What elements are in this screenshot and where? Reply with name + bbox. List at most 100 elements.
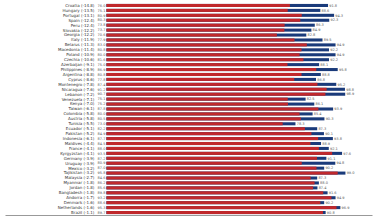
bar xyxy=(106,107,333,110)
bar xyxy=(106,127,304,130)
bar xyxy=(106,34,306,37)
bar xyxy=(106,127,317,130)
value-label: 82.5 xyxy=(307,97,315,101)
value-label: 91.2 xyxy=(98,88,106,92)
bar xyxy=(106,93,325,96)
value-label: 77.8 xyxy=(98,78,106,82)
bar xyxy=(106,201,324,204)
value-label: 87.4 xyxy=(319,186,328,190)
value-label: 88.8 xyxy=(322,73,330,77)
value-label: 89.5 xyxy=(324,38,332,42)
value-label: 82.8 xyxy=(308,33,316,37)
value-label: 89.7 xyxy=(98,211,106,215)
bar xyxy=(106,58,303,61)
bar xyxy=(106,29,284,32)
bar xyxy=(106,24,314,27)
value-label: 91.6 xyxy=(329,191,337,195)
value-label: 80.5 xyxy=(98,117,106,121)
bars xyxy=(106,4,345,214)
x-axis-line xyxy=(6,215,373,216)
value-label: 88.0 xyxy=(98,147,106,151)
bar xyxy=(106,132,324,135)
bar xyxy=(106,68,337,71)
value-label: 93.9 xyxy=(334,107,342,111)
bar xyxy=(106,103,314,106)
bar xyxy=(106,83,336,86)
bar xyxy=(106,206,340,209)
value-label: 94.8 xyxy=(337,161,345,165)
bar xyxy=(106,167,324,170)
value-label: 73.8 xyxy=(98,23,106,27)
value-label: 91.8 xyxy=(329,4,337,8)
bar xyxy=(106,132,311,135)
bar xyxy=(106,83,317,86)
value-label: 88.0 xyxy=(320,181,328,185)
bar xyxy=(106,103,288,106)
value-label: 80.9 xyxy=(98,14,106,18)
value-label: 95.8 xyxy=(339,68,347,72)
bar xyxy=(106,98,287,101)
bar xyxy=(106,19,300,22)
value-label: 88.6 xyxy=(98,201,106,205)
bar xyxy=(106,117,324,120)
chart: 91.888.694.392.386.384.982.889.594.992.2… xyxy=(0,0,380,220)
value-label: 93.2 xyxy=(98,196,106,200)
value-label: 90.7 xyxy=(98,92,106,96)
value-label: 94.9 xyxy=(337,196,345,200)
value-label: 90.3 xyxy=(326,117,334,121)
bar xyxy=(106,122,282,125)
value-label: 88.6 xyxy=(322,9,330,13)
bar xyxy=(106,93,345,96)
value-label: 80.8 xyxy=(98,73,106,77)
series-1 xyxy=(106,4,337,214)
value-label: 98.9 xyxy=(346,92,354,96)
bar xyxy=(106,142,321,145)
bar xyxy=(106,162,301,165)
value-label: 73.7 xyxy=(98,28,106,32)
value-label: 87.8 xyxy=(98,107,106,111)
bar xyxy=(106,73,301,76)
value-label: 86.2 xyxy=(98,181,106,185)
bar xyxy=(106,191,327,194)
bar xyxy=(106,211,325,214)
value-label: 80.0 xyxy=(98,53,106,57)
bar xyxy=(106,4,290,7)
bar xyxy=(106,172,337,175)
value-label: 95.3 xyxy=(98,206,106,210)
value-label: 92.1 xyxy=(330,147,338,151)
bar xyxy=(106,19,329,22)
value-label: 99.0 xyxy=(347,171,355,175)
bar xyxy=(106,78,294,81)
bar xyxy=(106,112,299,115)
value-label: 93.8 xyxy=(334,137,342,141)
bar xyxy=(106,43,335,46)
bar xyxy=(106,186,317,189)
labels: 91.888.694.392.386.384.982.889.594.992.2… xyxy=(58,3,355,215)
value-label: 90.2 xyxy=(325,166,333,170)
value-label: 86.9 xyxy=(98,68,106,72)
value-label: 94.9 xyxy=(337,53,345,57)
bar xyxy=(106,43,306,46)
bar xyxy=(106,48,329,51)
value-label: 82.2 xyxy=(98,127,106,131)
value-label: 75.0 xyxy=(98,63,106,67)
bar xyxy=(106,142,310,145)
bar xyxy=(106,14,334,17)
bar xyxy=(106,186,313,189)
value-label: 70.6 xyxy=(98,33,106,37)
value-label: 88.9 xyxy=(322,142,330,146)
value-label: 86.8 xyxy=(317,78,325,82)
value-label: 90.2 xyxy=(325,201,333,205)
bar xyxy=(106,211,323,214)
value-label: 85.4 xyxy=(314,112,323,116)
value-label: 75.2 xyxy=(98,102,106,106)
value-label: 75.1 xyxy=(98,9,106,13)
value-label: 92.2 xyxy=(330,48,338,52)
value-label: 80.0 xyxy=(98,112,106,116)
bar xyxy=(106,191,323,194)
bar xyxy=(106,53,299,56)
bar xyxy=(106,78,316,81)
value-label: 87.0 xyxy=(98,166,106,170)
bar xyxy=(106,181,318,184)
value-label: 78.3 xyxy=(297,122,305,126)
